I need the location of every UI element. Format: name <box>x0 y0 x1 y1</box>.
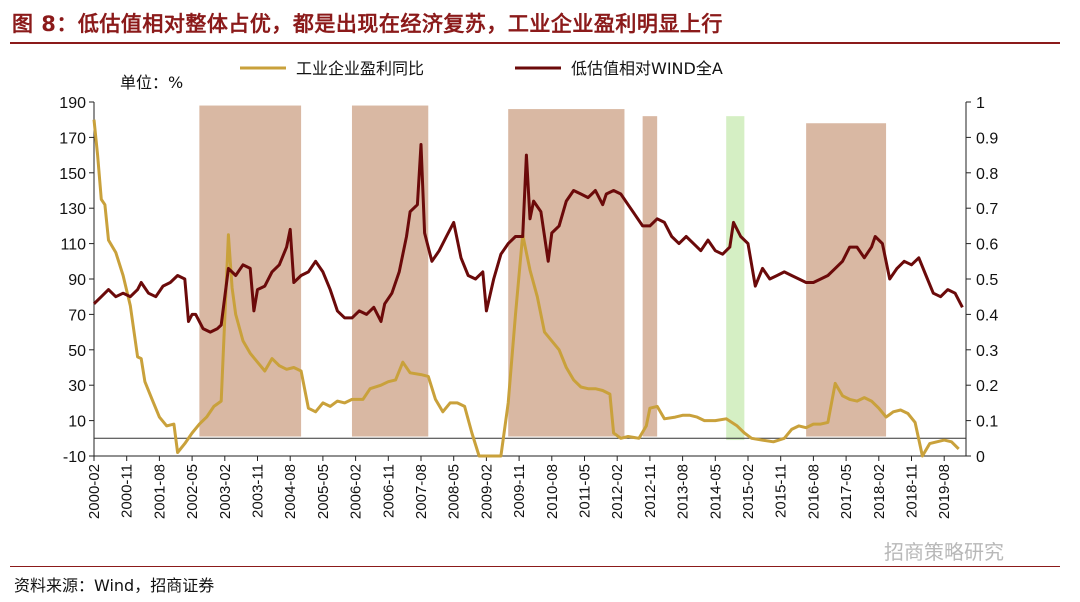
chart-canvas: -10 10 30 50 70 90 110 130 150 170 190 0 0.1 0.2 0.3 0.… <box>59 59 998 519</box>
left-tick-label: 10 <box>68 414 86 431</box>
right-tick-label: 0.2 <box>976 378 998 395</box>
left-tick-label: 190 <box>59 95 86 112</box>
x-tick-label: 2009-11 <box>511 464 528 518</box>
x-tick-label: 2004-08 <box>282 464 299 519</box>
x-tick-label: 2003-11 <box>250 464 267 518</box>
left-tick-label: -10 <box>63 449 86 466</box>
right-tick-label: 0.3 <box>976 343 998 360</box>
x-tick-label: 2019-08 <box>936 464 953 519</box>
right-tick-label: 0.4 <box>976 307 998 324</box>
source-divider <box>10 566 1060 567</box>
left-tick-label: 170 <box>59 130 86 147</box>
chart-axes: -10 10 30 50 70 90 110 130 150 170 190 0 0.1 0.2 0.3 0.… <box>59 73 998 519</box>
shaded-period-5 <box>726 116 745 441</box>
left-tick-label: 70 <box>68 307 86 324</box>
x-tick-label: 2002-05 <box>184 464 201 519</box>
x-tick-label: 2006-02 <box>348 464 365 519</box>
left-tick-label: 30 <box>68 378 86 395</box>
watermark: 招商策略研究 <box>884 540 1004 564</box>
x-tick-label: 2003-02 <box>217 464 234 519</box>
right-tick-label: 1 <box>976 95 985 112</box>
shaded-period-2 <box>351 105 429 437</box>
right-tick-label: 0.8 <box>976 166 998 183</box>
right-tick-label: 0.7 <box>976 201 998 218</box>
x-tick-label: 2018-02 <box>871 464 888 519</box>
x-tick-label: 2008-05 <box>446 464 463 519</box>
x-tick-label: 2011-05 <box>577 464 594 518</box>
x-tick-label: 2000-02 <box>86 464 103 519</box>
right-tick-label: 0.9 <box>976 130 998 147</box>
x-tick-label: 2005-05 <box>315 464 332 519</box>
x-tick-label: 2016-08 <box>805 464 822 519</box>
left-tick-label: 130 <box>59 201 86 218</box>
x-tick-label: 2017-05 <box>838 464 855 519</box>
x-tick-label: 2000-11 <box>119 464 136 518</box>
x-tick-label: 2015-11 <box>773 464 790 518</box>
x-tick-label: 2001-08 <box>151 464 168 519</box>
series-line-industrial-profit <box>92 119 960 458</box>
left-tick-label: 50 <box>68 343 86 360</box>
left-tick-label: 110 <box>60 237 86 254</box>
left-tick-label: 150 <box>59 166 86 183</box>
shaded-periods <box>199 105 887 441</box>
right-tick-label: 0.6 <box>976 237 998 254</box>
x-tick-label: 2015-02 <box>740 464 757 519</box>
right-tick-label: 0.5 <box>976 272 998 289</box>
left-tick-label: 90 <box>68 272 86 289</box>
x-tick-label: 2018-11 <box>904 464 921 518</box>
x-tick-label: 2007-08 <box>413 464 430 519</box>
legend-item-industrial-profit-label: 工业企业盈利同比 <box>296 59 424 78</box>
x-tick-label: 2006-11 <box>380 464 397 518</box>
source-note: 资料来源：Wind，招商证券 <box>14 576 215 595</box>
x-tick-label: 2012-11 <box>642 464 659 518</box>
right-tick-label: 0.1 <box>976 414 998 431</box>
series-line-low-valuation-relative <box>92 143 964 334</box>
shaded-period-4 <box>642 116 658 437</box>
x-tick-label: 2009-02 <box>478 464 495 519</box>
legend-item-low-valuation-relative-label: 低估值相对WIND全A <box>571 59 723 78</box>
x-tick-label: 2013-08 <box>675 464 692 519</box>
x-tick-label: 2012-02 <box>609 464 626 519</box>
legend: 工业企业盈利同比 低估值相对WIND全A <box>240 59 723 78</box>
chart-title: 图 8：低估值相对整体占优，都是出现在经济复苏，工业企业盈利明显上行 <box>12 12 723 36</box>
unit-label: 单位：% <box>120 73 183 92</box>
right-tick-label: 0 <box>976 449 985 466</box>
chart-lines <box>92 119 964 458</box>
title-divider <box>10 42 1060 44</box>
x-tick-label: 2014-05 <box>707 464 724 519</box>
x-tick-label: 2010-08 <box>544 464 561 519</box>
